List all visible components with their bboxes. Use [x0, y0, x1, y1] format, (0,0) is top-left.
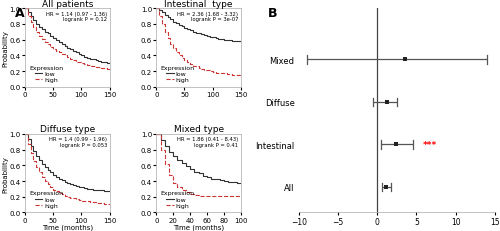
- high: [87, 201, 93, 204]
- high: [166, 174, 172, 176]
- high: [36, 171, 42, 174]
- high: [70, 197, 76, 200]
- low: [96, 189, 102, 192]
- high: [101, 67, 107, 70]
- high: [187, 63, 193, 66]
- high: [48, 46, 54, 49]
- high: [50, 49, 56, 51]
- low: [187, 168, 193, 171]
- high: [230, 74, 235, 77]
- low: [76, 185, 82, 188]
- high: [238, 195, 244, 198]
- high: [39, 176, 45, 179]
- low: [235, 41, 241, 43]
- low: [98, 61, 104, 64]
- low: [202, 34, 207, 37]
- Line: high: high: [25, 9, 109, 70]
- low: [101, 62, 107, 65]
- high: [207, 70, 213, 73]
- high: [67, 58, 73, 61]
- low: [87, 58, 93, 61]
- low: [193, 32, 199, 35]
- low: [204, 176, 210, 179]
- high: [158, 149, 164, 151]
- low: [212, 178, 218, 181]
- high: [98, 202, 104, 204]
- high: [164, 38, 170, 40]
- low: [48, 35, 54, 38]
- low: [170, 21, 176, 24]
- high: [101, 203, 107, 205]
- low: [226, 181, 232, 183]
- low: [76, 53, 82, 56]
- high: [174, 186, 180, 189]
- high: [204, 195, 210, 198]
- low: [64, 47, 70, 50]
- low: [221, 180, 227, 183]
- low: [28, 145, 34, 147]
- low: [204, 35, 210, 38]
- high: [28, 152, 34, 155]
- high: [44, 44, 51, 47]
- low: [87, 188, 93, 190]
- high: [64, 195, 70, 198]
- low: [36, 27, 42, 29]
- Legend: low, high: low, high: [160, 189, 196, 210]
- high: [53, 50, 59, 53]
- low: [34, 24, 40, 26]
- low: [168, 19, 173, 21]
- Title: All patients: All patients: [42, 0, 93, 9]
- high: [178, 189, 184, 192]
- X-axis label: Time (months): Time (months): [42, 224, 93, 231]
- high: [176, 55, 182, 58]
- high: [34, 166, 40, 169]
- high: [62, 195, 68, 198]
- high: [42, 180, 48, 183]
- Line: high: high: [156, 9, 241, 76]
- low: [156, 9, 162, 12]
- low: [39, 163, 45, 165]
- low: [238, 181, 244, 184]
- high: [34, 31, 40, 34]
- high: [28, 22, 34, 25]
- high: [58, 53, 64, 56]
- high: [104, 203, 110, 205]
- high: [106, 68, 112, 71]
- high: [90, 201, 96, 204]
- low: [62, 45, 68, 48]
- low: [162, 14, 168, 17]
- high: [84, 64, 90, 67]
- low: [42, 31, 48, 34]
- high: [221, 195, 227, 198]
- high: [218, 73, 224, 76]
- high: [230, 195, 235, 198]
- low: [62, 181, 68, 183]
- low: [25, 138, 31, 141]
- high: [187, 192, 193, 195]
- low: [70, 50, 76, 53]
- low: [84, 188, 90, 190]
- low: [84, 57, 90, 60]
- high: [92, 202, 98, 204]
- high: [217, 195, 223, 198]
- Line: low: low: [25, 134, 109, 191]
- high: [235, 74, 241, 77]
- low: [221, 39, 227, 42]
- high: [58, 193, 64, 196]
- high: [224, 73, 230, 76]
- high: [67, 196, 73, 199]
- low: [208, 177, 214, 180]
- high: [104, 68, 110, 71]
- low: [187, 30, 193, 33]
- low: [53, 39, 59, 42]
- Line: low: low: [25, 9, 109, 64]
- low: [53, 176, 59, 179]
- Title: Diffuse type: Diffuse type: [40, 125, 95, 134]
- Legend: low, high: low, high: [160, 64, 196, 84]
- Text: HR = 1.86 (0.41 - 8.43)
logrank P = 0.41: HR = 1.86 (0.41 - 8.43) logrank P = 0.41: [177, 137, 238, 147]
- X-axis label: Time (months): Time (months): [173, 224, 224, 231]
- high: [232, 74, 238, 77]
- Text: HR = 1.14 (0.97 - 1.36)
logrank P = 0.12: HR = 1.14 (0.97 - 1.36) logrank P = 0.12: [46, 12, 107, 22]
- high: [98, 67, 104, 70]
- low: [78, 186, 84, 189]
